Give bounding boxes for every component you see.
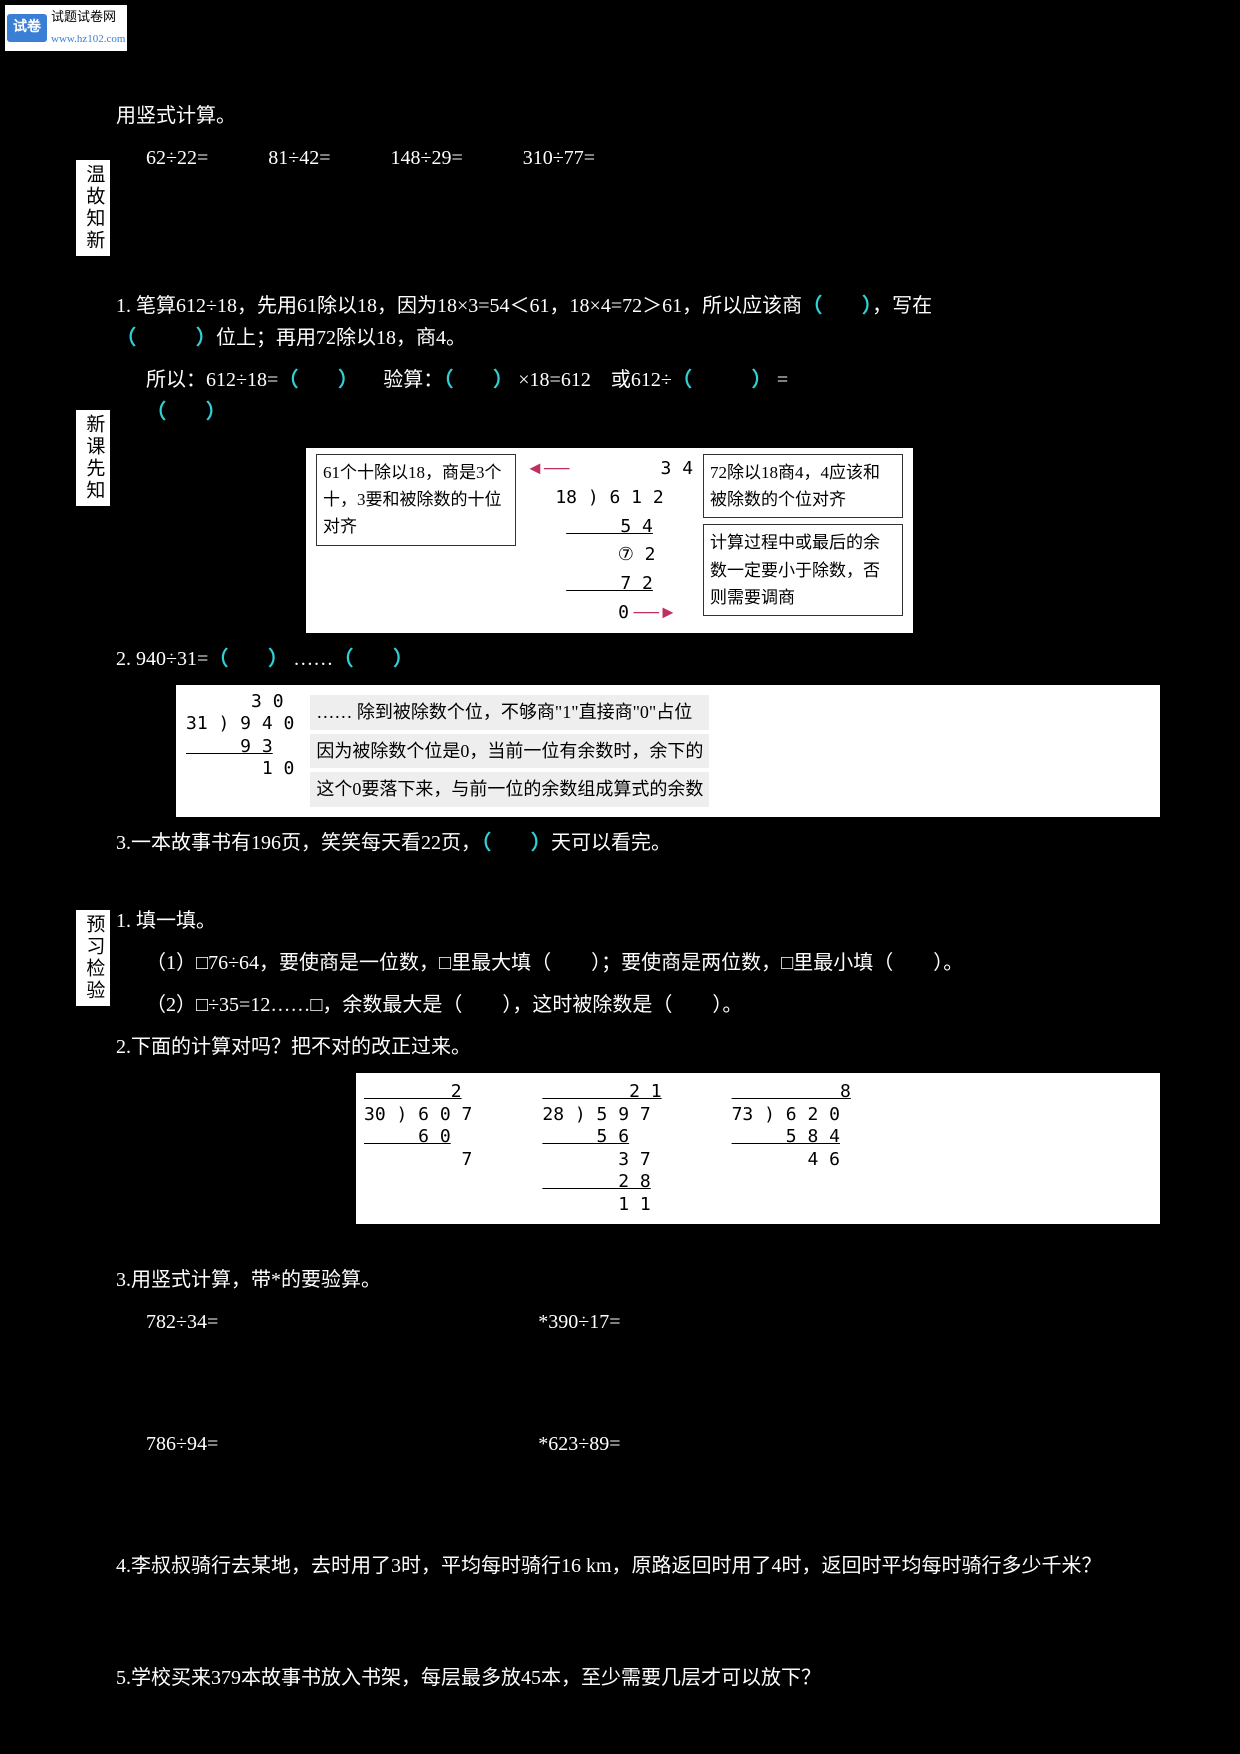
yx-q3-row1: 782÷34= *390÷17= [116, 1306, 1160, 1338]
longdiv-q2-1: 2 30 ) 6 0 7 6 0 7 [364, 1081, 472, 1216]
yx-q5: 5.学校买来379本故事书放入书架，每层最多放45本，至少需要几层才可以放下？ [116, 1662, 1160, 1694]
wgzx-item-3: 148÷29= [391, 142, 463, 174]
wgzx-item-4: 310÷77= [523, 142, 595, 174]
yx-q3-1: 782÷34= [146, 1306, 218, 1338]
longdiv-1: 3 4 18 ) 6 1 2 5 4 ⑦ 2 7 2 0 [542, 458, 693, 623]
blank: （ ） [481, 832, 551, 854]
section-xk: 1. 笔算612÷18，先用61除以18，因为18×3=54＜61，18×4=7… [116, 290, 1160, 859]
blank: （ ） [802, 295, 872, 317]
logo-text: 试题试卷网 www.hz102.com [51, 7, 125, 49]
wgzx-title: 用竖式计算。 [116, 100, 1160, 132]
sidebar-xinkexianzhi: 新课先知 [76, 410, 110, 506]
blank: （ ） [146, 401, 226, 423]
callout-r1: 72除以18商4，4应该和被除数的个位对齐 [703, 454, 903, 518]
wgzx-item-2: 81÷42= [268, 142, 330, 174]
blank: （ ） [116, 327, 216, 349]
blank: （ ） [208, 648, 288, 670]
yx-q3-3: 786÷94= [146, 1428, 218, 1460]
callout-r2: 计算过程中或最后的余数一定要小于除数，否则需要调商 [703, 524, 903, 616]
callout-left: 61个十除以18，商是3个十，3要和被除数的十位对齐 [316, 454, 516, 546]
blank: （ ） [672, 369, 772, 391]
arrow-icon: ──► [633, 602, 676, 622]
longdiv-q2-3: 8 73 ) 6 2 0 5 8 4 4 6 [732, 1081, 851, 1216]
section-wgzx: 用竖式计算。 62÷22= 81÷42= 148÷29= 310÷77= [116, 100, 1160, 174]
logo: 试卷 试题试卷网 www.hz102.com [5, 5, 127, 51]
sidebar-yuxijianyan: 预习检验 [76, 910, 110, 1006]
yx-q1b: （2）□÷35=12……□，余数最大是（ ），这时被除数是（ ）。 [116, 989, 1160, 1021]
yx-q1-title: 1. 填一填。 [116, 905, 1160, 937]
yx-q3-4: *623÷89= [538, 1428, 620, 1460]
blank: （ ） [333, 648, 413, 670]
yx-q3-2: *390÷17= [538, 1306, 620, 1338]
xk-q3: 3.一本故事书有196页，笑笑每天看22页，（ ）天可以看完。 [116, 827, 1160, 859]
section-yx: 1. 填一填。 （1）□76÷64，要使商是一位数，□里最大填（ ）；要使商是两… [116, 905, 1160, 1694]
wgzx-row1: 62÷22= 81÷42= 148÷29= 310÷77= [116, 142, 1160, 174]
xk-q1b: 所以：612÷18=（ ） 验算：（ ） ×18=612 或612÷（ ） = … [116, 364, 1160, 428]
logo-badge: 试卷 [7, 14, 47, 42]
yx-q3-row2: 786÷94= *623÷89= [116, 1428, 1160, 1460]
yx-q1a: （1）□76÷64，要使商是一位数，□里最大填（ ）；要使商是两位数，□里最小填… [116, 947, 1160, 979]
arrow-icon: ◄── [526, 458, 569, 478]
yx-q4: 4.李叔叔骑行去某地，去时用了3时，平均每时骑行16 km，原路返回时用了4时，… [116, 1550, 1160, 1582]
longdiv-2: 3 0 31 ) 9 4 0 9 3 1 0 [186, 691, 294, 781]
wgzx-item-1: 62÷22= [146, 142, 208, 174]
blank: （ ） [278, 369, 358, 391]
yx-q2-box: 2 30 ) 6 0 7 6 0 7 2 1 28 ) 5 9 7 5 6 3 … [356, 1073, 1160, 1224]
note1: …… 除到被除数个位，不够商"1"直接商"0"占位 [310, 695, 709, 730]
yx-q2-title: 2.下面的计算对吗？把不对的改正过来。 [116, 1031, 1160, 1063]
yx-q3-title: 3.用竖式计算，带*的要验算。 [116, 1264, 1160, 1296]
longdiv-q2-2: 2 1 28 ) 5 9 7 5 6 3 7 2 8 1 1 [542, 1081, 661, 1216]
xk-diagram-1: 61个十除以18，商是3个十，3要和被除数的十位对齐 ◄── 3 4 18 ) … [306, 448, 913, 633]
note2: 因为被除数个位是0，当前一位有余数时，余下的 [310, 734, 709, 769]
xk-q2: 2. 940÷31=（ ） ……（ ） [116, 643, 1160, 675]
xk-q1: 1. 笔算612÷18，先用61除以18，因为18×3=54＜61，18×4=7… [116, 290, 1160, 354]
xk-diagram-2: 3 0 31 ) 9 4 0 9 3 1 0 …… 除到被除数个位，不够商"1"… [176, 685, 1160, 817]
blank: （ ） [443, 369, 513, 391]
note3: 这个0要落下来，与前一位的余数组成算式的余数 [310, 772, 709, 807]
sidebar-wenguzhixin: 温故知新 [76, 160, 110, 256]
page-content: 温故知新 新课先知 预习检验 用竖式计算。 62÷22= 81÷42= 148÷… [80, 100, 1160, 1720]
